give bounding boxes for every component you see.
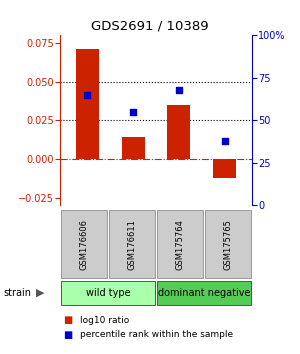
Bar [76,49,99,159]
Text: dominant negative: dominant negative [158,288,250,298]
Bar [213,159,236,177]
Text: percentile rank within the sample: percentile rank within the sample [80,330,232,339]
Text: ▶: ▶ [36,288,45,298]
Bar [206,210,250,278]
Text: GSM176606: GSM176606 [80,219,88,270]
Point [176,87,181,93]
Point [222,138,227,144]
Bar [122,137,145,159]
Text: GDS2691 / 10389: GDS2691 / 10389 [91,19,209,33]
Text: GSM175765: GSM175765 [224,219,232,270]
Bar [61,281,155,305]
Text: ■: ■ [63,315,72,325]
Point [131,109,136,115]
Text: log10 ratio: log10 ratio [80,316,129,325]
Bar [61,210,106,278]
Bar [110,210,154,278]
Text: strain: strain [3,288,31,298]
Bar [157,281,251,305]
Text: wild type: wild type [86,288,130,298]
Text: ■: ■ [63,330,72,339]
Point [85,92,90,98]
Text: GSM175764: GSM175764 [176,219,184,270]
Bar [167,105,190,159]
Text: GSM176611: GSM176611 [128,219,136,270]
Bar [158,210,202,278]
